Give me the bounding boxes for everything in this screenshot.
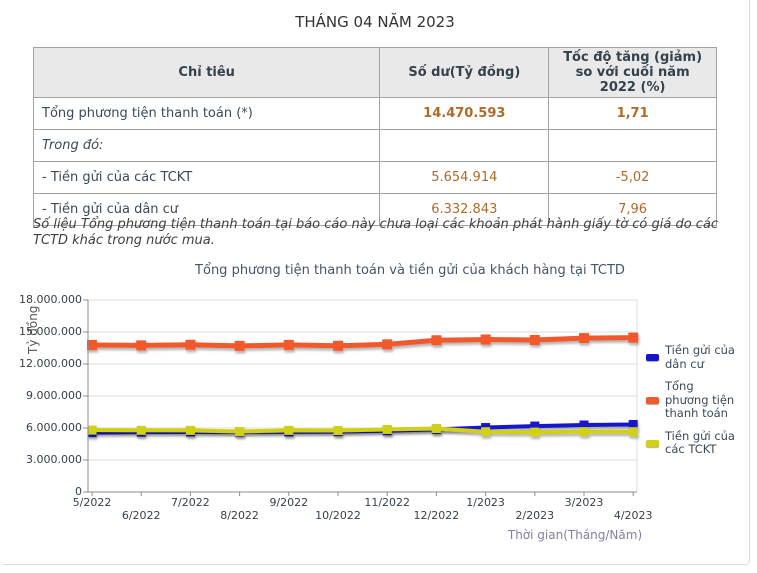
x-tick-label: 10/2022 [315, 509, 361, 522]
row-label: Tổng phương tiện thanh toán (*) [32, 97, 381, 130]
legend-label: Tiền gửi của các TCKT [665, 428, 735, 457]
x-tick-label: 6/2022 [121, 509, 161, 522]
axes [83, 299, 637, 496]
row-label: - Tiền gửi của các TCKT [32, 161, 381, 194]
column-header-balance: Số dư(Tỷ đồng) [379, 47, 550, 98]
grid-lines [88, 299, 638, 492]
summary-table: Chỉ tiêu Số dư(Tỷ đồng) Tốc độ tăng (giả… [32, 47, 717, 226]
legend-entry-tckt: Tiền gửi của các TCKT [646, 428, 751, 457]
row-growth: -5,02 [548, 161, 717, 194]
y-tick-label: 9.000.000 [26, 389, 82, 402]
row-growth [548, 129, 717, 162]
footnote-text: Số liệu Tổng phương tiện thanh toán tại … [33, 217, 719, 249]
table-row: - Tiền gửi của các TCKT 5.654.914 -5,02 [32, 161, 717, 194]
x-tick-label: 2/2023 [515, 509, 555, 522]
x-tick-label: 3/2023 [564, 496, 604, 509]
x-axis-title: Thời gian(Tháng/Năm) [507, 528, 643, 542]
legend-label: Tiền gửi của dân cư [665, 343, 735, 371]
x-tick-label: 5/2022 [72, 496, 112, 509]
legend-marker-icon [646, 439, 659, 447]
table-row: Trong đó: [32, 129, 717, 162]
legend-marker-icon [646, 354, 659, 362]
y-tick-label: 0 [75, 485, 82, 498]
x-tick-label: 7/2022 [171, 496, 210, 509]
x-tick-label: 4/2023 [613, 509, 653, 522]
table-header-row: Chỉ tiêu Số dư(Tỷ đồng) Tốc độ tăng (giả… [32, 47, 717, 98]
row-value: 14.470.593 [379, 97, 550, 130]
y-tick-label: 12.000.000 [19, 357, 82, 370]
chart-legend: Tiền gửi của dân cư Tổng phương tiện tha… [646, 343, 751, 466]
line-chart-plot [83, 299, 639, 496]
table-row: Tổng phương tiện thanh toán (*) 14.470.5… [32, 97, 717, 130]
x-tick-label: 1/2023 [466, 496, 505, 509]
chart-title: Tổng phương tiện thanh toán và tiền gửi … [195, 263, 625, 278]
column-header-indicator: Chỉ tiêu [32, 47, 381, 98]
row-value: 5.654.914 [379, 161, 550, 194]
row-growth: 1,71 [548, 97, 717, 130]
data-series [87, 332, 639, 438]
row-value [379, 129, 550, 162]
report-panel: THÁNG 04 NĂM 2023 Chỉ tiêu Số dư(Tỷ đồng… [0, 0, 750, 565]
y-tick-label: 15.000.000 [19, 325, 82, 338]
column-header-growth: Tốc độ tăng (giảm) so với cuối năm 2022 … [548, 47, 717, 98]
legend-label: Tổng phương tiện thanh toán [665, 379, 735, 421]
table-row: - Tiền gửi của dân cư 6.332.843 7,96 [32, 193, 717, 226]
row-label: Trong đó: [32, 129, 381, 162]
legend-entry-dan-cu: Tiền gửi của dân cư [646, 343, 751, 371]
row-growth: 7,96 [548, 193, 717, 226]
row-label: - Tiền gửi của dân cư [32, 193, 381, 226]
x-tick-label: 12/2022 [413, 509, 460, 522]
y-tick-label: 6.000.000 [26, 421, 82, 434]
x-tick-label: 9/2022 [269, 496, 309, 509]
legend-marker-icon [646, 396, 659, 404]
x-tick-label: 8/2022 [220, 509, 259, 522]
page-title: THÁNG 04 NĂM 2023 [295, 13, 455, 31]
legend-entry-tong-phuong-tien: Tổng phương tiện thanh toán [646, 379, 751, 421]
row-value: 6.332.843 [379, 193, 550, 226]
chart-region: Tỷ đồng 0 3.000.000 6.000.000 9.000.000 12.0… [0, 288, 757, 573]
y-tick-label: 3.000.000 [26, 453, 82, 466]
x-tick-label: 11/2022 [364, 496, 411, 509]
y-tick-label: 18.000.000 [19, 293, 82, 306]
